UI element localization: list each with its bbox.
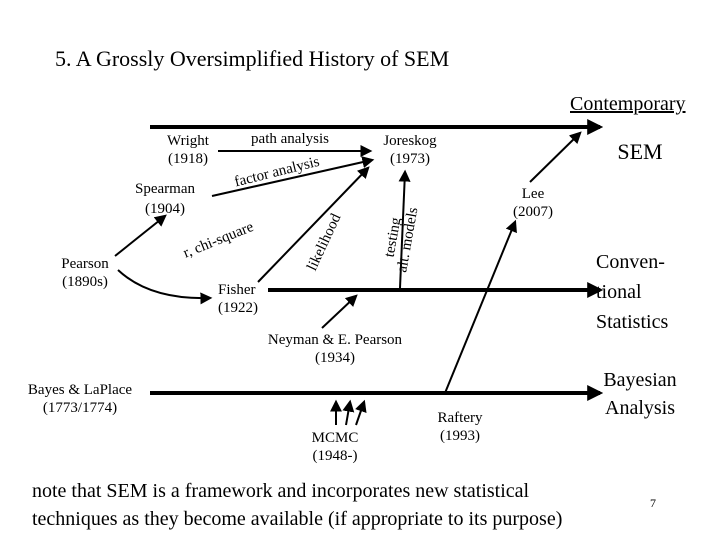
note-line: note that SEM is a framework and incorpo… xyxy=(32,480,530,502)
node-bayes: Bayes & LaPlace (1773/1774) xyxy=(28,382,132,416)
node-label: (1948-) xyxy=(313,448,358,464)
lee-sem-arrow xyxy=(529,131,582,183)
note-line: techniques as they become available (if … xyxy=(32,508,562,530)
node-label: Statistics xyxy=(596,311,668,333)
node-label: (1904) xyxy=(145,201,185,217)
node-label: SEM xyxy=(617,139,662,164)
pearson-fisher-arrow xyxy=(117,269,213,305)
node-label: (1973) xyxy=(390,151,430,167)
node-pearson: Pearson (1890s) xyxy=(61,256,109,290)
header-contemporary: Contemporary xyxy=(570,93,686,115)
node-label: Wright xyxy=(167,133,210,149)
neyman-arrow xyxy=(321,294,358,329)
pearson-spearman-arrow xyxy=(114,214,167,257)
node-label: Pearson xyxy=(61,256,109,272)
node-label: (1934) xyxy=(315,350,355,366)
node-label: Conven- xyxy=(596,251,665,273)
page-number: 7 xyxy=(650,496,656,510)
node-spearman: Spearman (1904) xyxy=(135,181,195,217)
slide-title: 5. A Grossly Oversimplified History of S… xyxy=(55,46,449,71)
node-label: Spearman xyxy=(135,181,195,197)
node-wright: Wright (1918) xyxy=(167,133,210,167)
node-lee: Lee (2007) xyxy=(513,186,553,220)
raftery-lee-arrow xyxy=(444,219,517,394)
node-label: (1993) xyxy=(440,428,480,444)
likelihood-arrow xyxy=(257,166,370,283)
node-label: Analysis xyxy=(605,397,675,419)
node-bayesian: Bayesian Analysis xyxy=(603,369,676,419)
node-label: MCMC xyxy=(312,430,359,446)
node-label: (1890s) xyxy=(62,274,108,290)
node-label: testing xyxy=(382,216,405,259)
node-fisher: Fisher (1922) xyxy=(218,282,258,316)
testing-arrow xyxy=(398,169,411,289)
node-path: path analysis xyxy=(251,131,329,147)
node-label: Fisher xyxy=(218,282,256,298)
node-mcmc: MCMC (1948-) xyxy=(312,430,359,464)
node-label: (1773/1774) xyxy=(43,400,117,416)
node-joreskog: Joreskog (1973) xyxy=(383,133,437,167)
node-label: (2007) xyxy=(513,204,553,220)
node-label: Neyman & E. Pearson xyxy=(268,332,403,348)
factor-arrow xyxy=(211,156,375,197)
mcmc-arrow xyxy=(355,399,367,426)
mcmc-arrow xyxy=(342,399,355,426)
arrows xyxy=(114,119,604,426)
node-raftery: Raftery (1993) xyxy=(438,410,483,444)
node-label: (1922) xyxy=(218,300,258,316)
node-label: Raftery xyxy=(438,410,483,426)
node-label: Bayes & LaPlace xyxy=(28,382,132,398)
node-label: tional xyxy=(596,281,642,303)
node-sem: SEM xyxy=(617,139,662,164)
node-conventional: Conven-tional Statistics xyxy=(596,251,668,333)
node-label: Lee xyxy=(522,186,545,202)
node-label: (1918) xyxy=(168,151,208,167)
node-label: Bayesian xyxy=(603,369,676,391)
node-neyman: Neyman & E. Pearson (1934) xyxy=(268,332,403,366)
node-label: Joreskog xyxy=(383,133,437,149)
node-label: path analysis xyxy=(251,131,329,147)
